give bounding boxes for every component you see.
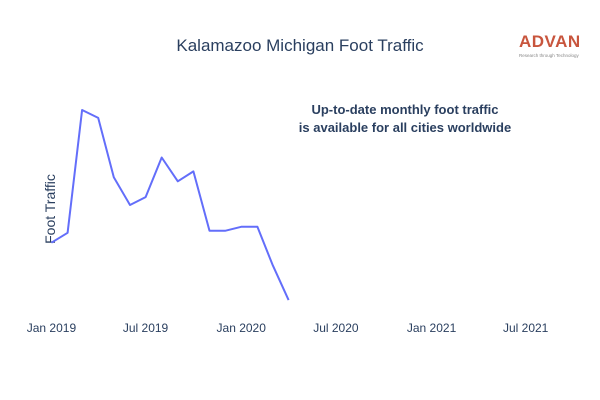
x-tick-label: Jan 2019 bbox=[27, 321, 77, 335]
series-layer bbox=[50, 109, 290, 301]
x-tick-label: Jan 2020 bbox=[217, 321, 267, 335]
logo-tagline: Research through Technology bbox=[519, 53, 579, 58]
promo-annotation: Up-to-date monthly foot traffic is avail… bbox=[255, 101, 555, 137]
x-tick-label: Jul 2019 bbox=[123, 321, 169, 335]
chart-title: Kalamazoo Michigan Foot Traffic bbox=[176, 36, 424, 55]
x-tick-label: Jul 2021 bbox=[503, 321, 549, 335]
x-axis-ticks: Jan 2019 Jul 2019 Jan 2020 Jul 2020 Jan 2021… bbox=[27, 321, 549, 335]
annotation-line-1: Up-to-date monthly foot traffic bbox=[311, 102, 499, 117]
series-line-0 bbox=[50, 109, 290, 301]
annotation-line-2: is available for all cities worldwide bbox=[298, 120, 512, 135]
x-tick-label: Jul 2020 bbox=[313, 321, 359, 335]
advan-logo: ADVAN Research through Technology bbox=[519, 32, 589, 58]
x-tick-label: Jan 2021 bbox=[407, 321, 457, 335]
logo-wordmark: ADVAN bbox=[519, 32, 581, 51]
